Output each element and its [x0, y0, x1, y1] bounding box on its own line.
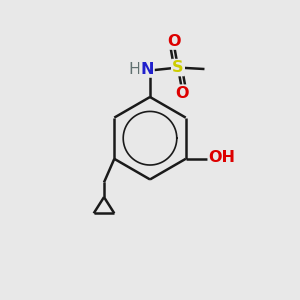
Text: OH: OH	[208, 150, 236, 165]
Text: O: O	[167, 34, 180, 49]
Text: H: H	[129, 62, 141, 77]
Text: S: S	[172, 60, 184, 75]
Text: O: O	[176, 86, 189, 101]
Text: N: N	[140, 62, 154, 77]
